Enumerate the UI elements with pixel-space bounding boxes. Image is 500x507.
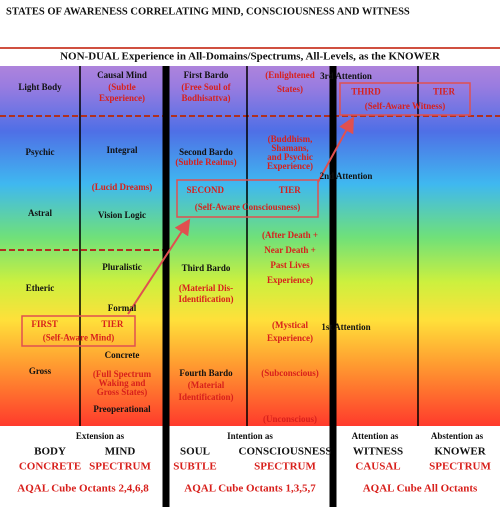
soul-level: Fourth Bardo (179, 368, 233, 378)
mind-note: (Full Spectrum (93, 369, 152, 379)
soul-note: (Subtle Realms) (175, 157, 236, 167)
tier-caption: (Self-Aware Mind) (43, 333, 114, 343)
consciousness-note: and Psychic (267, 152, 313, 162)
footer-spectrum: SUBTLE (173, 461, 216, 473)
footer-octants: AQAL Cube Octants 1,3,5,7 (184, 483, 316, 495)
footer-mode: Abstention as (431, 431, 484, 441)
footer-octants: AQAL Cube All Octants (363, 483, 478, 495)
title: STATES OF AWARENESS CORRELATING MIND, CO… (6, 6, 410, 17)
tier-name: TIER (433, 87, 456, 97)
footer-spectrum: CONCRETE (19, 461, 81, 473)
footer-aspect: CONSCIOUSNESS (239, 446, 332, 458)
tier-name: TIER (279, 185, 302, 195)
footer-mode: Attention as (352, 431, 399, 441)
footer-mode: Extension as (76, 431, 125, 441)
mind-level: Pluralistic (102, 262, 142, 272)
consciousness-note: States) (277, 84, 303, 94)
body-level: Etheric (26, 283, 55, 293)
footer-aspect: MIND (105, 446, 136, 458)
consciousness-note: (Subconscious) (261, 368, 319, 378)
arrow (127, 218, 191, 315)
tier-box (176, 179, 319, 218)
consciousness-note: (Buddhism, (268, 134, 313, 144)
consciousness-note: Shamans, (271, 143, 308, 153)
banner: NON-DUAL Experience in All-Domains/Spect… (60, 51, 441, 63)
tier-box (21, 315, 136, 347)
footer-aspect: BODY (34, 446, 66, 458)
mind-level: Vision Logic (98, 210, 146, 220)
body-level: Astral (28, 208, 52, 218)
footer-spectrum: SPECTRUM (254, 461, 316, 473)
consciousness-note: Experience) (267, 333, 313, 343)
witness-level: 3rd Attention (320, 71, 372, 81)
footer-spectrum: CAUSAL (355, 461, 400, 473)
arrow (317, 116, 354, 183)
consciousness-note: (Mystical (272, 320, 308, 330)
tier-name: SECOND (186, 185, 224, 195)
tier-caption: (Self-Aware Witness) (365, 101, 446, 111)
body-level: Gross (29, 366, 52, 376)
soul-note: (Free Soul of (181, 82, 231, 92)
mind-level: Causal Mind (97, 70, 147, 80)
tier-name: THIRD (351, 87, 381, 97)
mind-note: (Subtle (108, 82, 136, 92)
tier-name: FIRST (31, 319, 58, 329)
footer-octants: AQAL Cube Octants 2,4,6,8 (17, 483, 149, 495)
footer-spectrum: SPECTRUM (429, 461, 491, 473)
consciousness-note: (After Death + (262, 230, 318, 240)
witness-level: 2nd Attention (320, 171, 373, 181)
mind-level: Concrete (105, 350, 140, 360)
consciousness-note: Experience) (267, 161, 313, 171)
footer-aspect: KNOWER (434, 446, 486, 458)
consciousness-note: (Enlightened (265, 70, 315, 80)
footer-aspect: SOUL (180, 446, 210, 458)
footer-mode: Intention as (227, 431, 273, 441)
tier-name: TIER (101, 319, 124, 329)
mind-note: Gross States) (97, 387, 148, 397)
soul-level: Third Bardo (182, 263, 231, 273)
labels: STATES OF AWARENESS CORRELATING MIND, CO… (6, 6, 491, 494)
mind-note: Experience) (99, 93, 145, 103)
witness-level: 1st Attention (321, 322, 370, 332)
body-level: Light Body (18, 82, 62, 92)
mind-note: Waking and (99, 378, 146, 388)
soul-level: Second Bardo (179, 147, 233, 157)
soul-note: Bodhisattva) (181, 93, 230, 103)
consciousness-note: Past Lives (270, 260, 310, 270)
tier-box (339, 82, 471, 116)
mind-level: Preoperational (93, 404, 151, 414)
soul-note: Identification) (179, 392, 234, 402)
consciousness-note: Near Death + (264, 245, 315, 255)
soul-note: Identification) (179, 294, 234, 304)
tier-caption: (Self-Aware Consciousness) (195, 202, 300, 212)
mind-note: (Lucid Dreams) (92, 182, 153, 192)
consciousness-note: (Unconscious) (263, 414, 317, 424)
mind-level: Formal (108, 303, 137, 313)
soul-note: (Material (188, 380, 225, 390)
footer-spectrum: SPECTRUM (89, 461, 151, 473)
consciousness-note: Experience) (267, 275, 313, 285)
spectrum-background (0, 48, 500, 426)
soul-note: (Material Dis- (179, 283, 233, 293)
banner-background (0, 48, 500, 66)
mind-level: Integral (107, 145, 138, 155)
soul-level: First Bardo (184, 70, 229, 80)
body-level: Psychic (26, 147, 55, 157)
footer-aspect: WITNESS (353, 446, 403, 458)
